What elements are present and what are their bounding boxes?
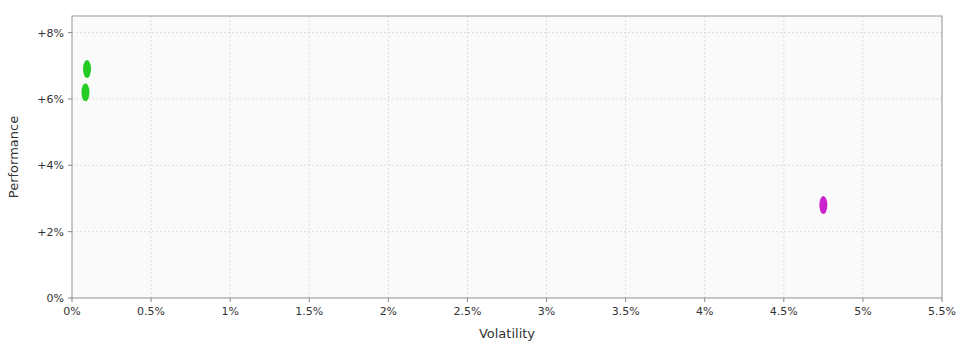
tick-mark-x (546, 298, 547, 302)
grid-line-x (151, 16, 152, 298)
tick-mark-y (68, 298, 72, 299)
tick-mark-x (942, 298, 943, 302)
tick-label-x: 2% (380, 305, 397, 318)
tick-labels: 0% 0.5% 1% 1.5% 2% 2.5% 3% 3.5% 4% 4.5% 5% 5.5% 0% +2… (37, 27, 956, 318)
tick-label-y: +6% (37, 93, 64, 106)
tick-label-y: +2% (37, 226, 64, 239)
tick-mark-y (68, 98, 72, 99)
grid-line-x (309, 16, 310, 298)
tick-label-x: 3.5% (612, 305, 640, 318)
point (81, 83, 89, 101)
tick-label-x: 5.5% (928, 305, 956, 318)
tick-mark-x (309, 298, 310, 302)
tick-mark-y (68, 32, 72, 33)
grid-line-y (72, 32, 942, 33)
grid-line-x (862, 16, 863, 298)
tick-label-y: 0% (47, 292, 64, 305)
grid-line-x (704, 16, 705, 298)
grid-line-x (467, 16, 468, 298)
grid (72, 16, 942, 298)
tick-label-x: 1% (221, 305, 238, 318)
tick-mark-x (230, 298, 231, 302)
tick-label-x: 5% (854, 305, 871, 318)
grid-line-y (72, 98, 942, 99)
tick-mark-x (625, 298, 626, 302)
grid-line-y (72, 231, 942, 232)
plot-background (72, 16, 942, 298)
tick-mark-x (704, 298, 705, 302)
tick-label-x: 0% (63, 305, 80, 318)
point (819, 196, 827, 214)
chart-container: 0% 0.5% 1% 1.5% 2% 2.5% 3% 3.5% 4% 4.5% 5% 5.5% 0% +2… (0, 0, 966, 350)
plot-frame (72, 16, 942, 298)
tick-label-x: 1.5% (295, 305, 323, 318)
tick-mark-x (467, 298, 468, 302)
grid-line-x (783, 16, 784, 298)
tick-mark-x (72, 298, 73, 302)
grid-line-x (625, 16, 626, 298)
tick-mark-x (388, 298, 389, 302)
point (83, 60, 91, 78)
x-axis-label: Volatility (479, 326, 535, 341)
tick-label-y: +4% (37, 159, 64, 172)
tick-label-x: 4.5% (770, 305, 798, 318)
tick-mark-x (783, 298, 784, 302)
tick-label-x: 4% (696, 305, 713, 318)
points (81, 60, 827, 214)
grid-line-x (546, 16, 547, 298)
grid-line-x (230, 16, 231, 298)
chart-svg: 0% 0.5% 1% 1.5% 2% 2.5% 3% 3.5% 4% 4.5% 5% 5.5% 0% +2… (0, 0, 966, 350)
tick-mark-x (862, 298, 863, 302)
grid-line-x (388, 16, 389, 298)
y-axis-label: Performance (6, 116, 21, 198)
tick-label-x: 3% (538, 305, 555, 318)
tick-label-x: 0.5% (137, 305, 165, 318)
grid-line-y (72, 165, 942, 166)
tick-label-y: +8% (37, 27, 64, 40)
tick-mark-y (68, 231, 72, 232)
tick-label-x: 2.5% (453, 305, 481, 318)
tick-mark-x (151, 298, 152, 302)
tick-mark-y (68, 165, 72, 166)
